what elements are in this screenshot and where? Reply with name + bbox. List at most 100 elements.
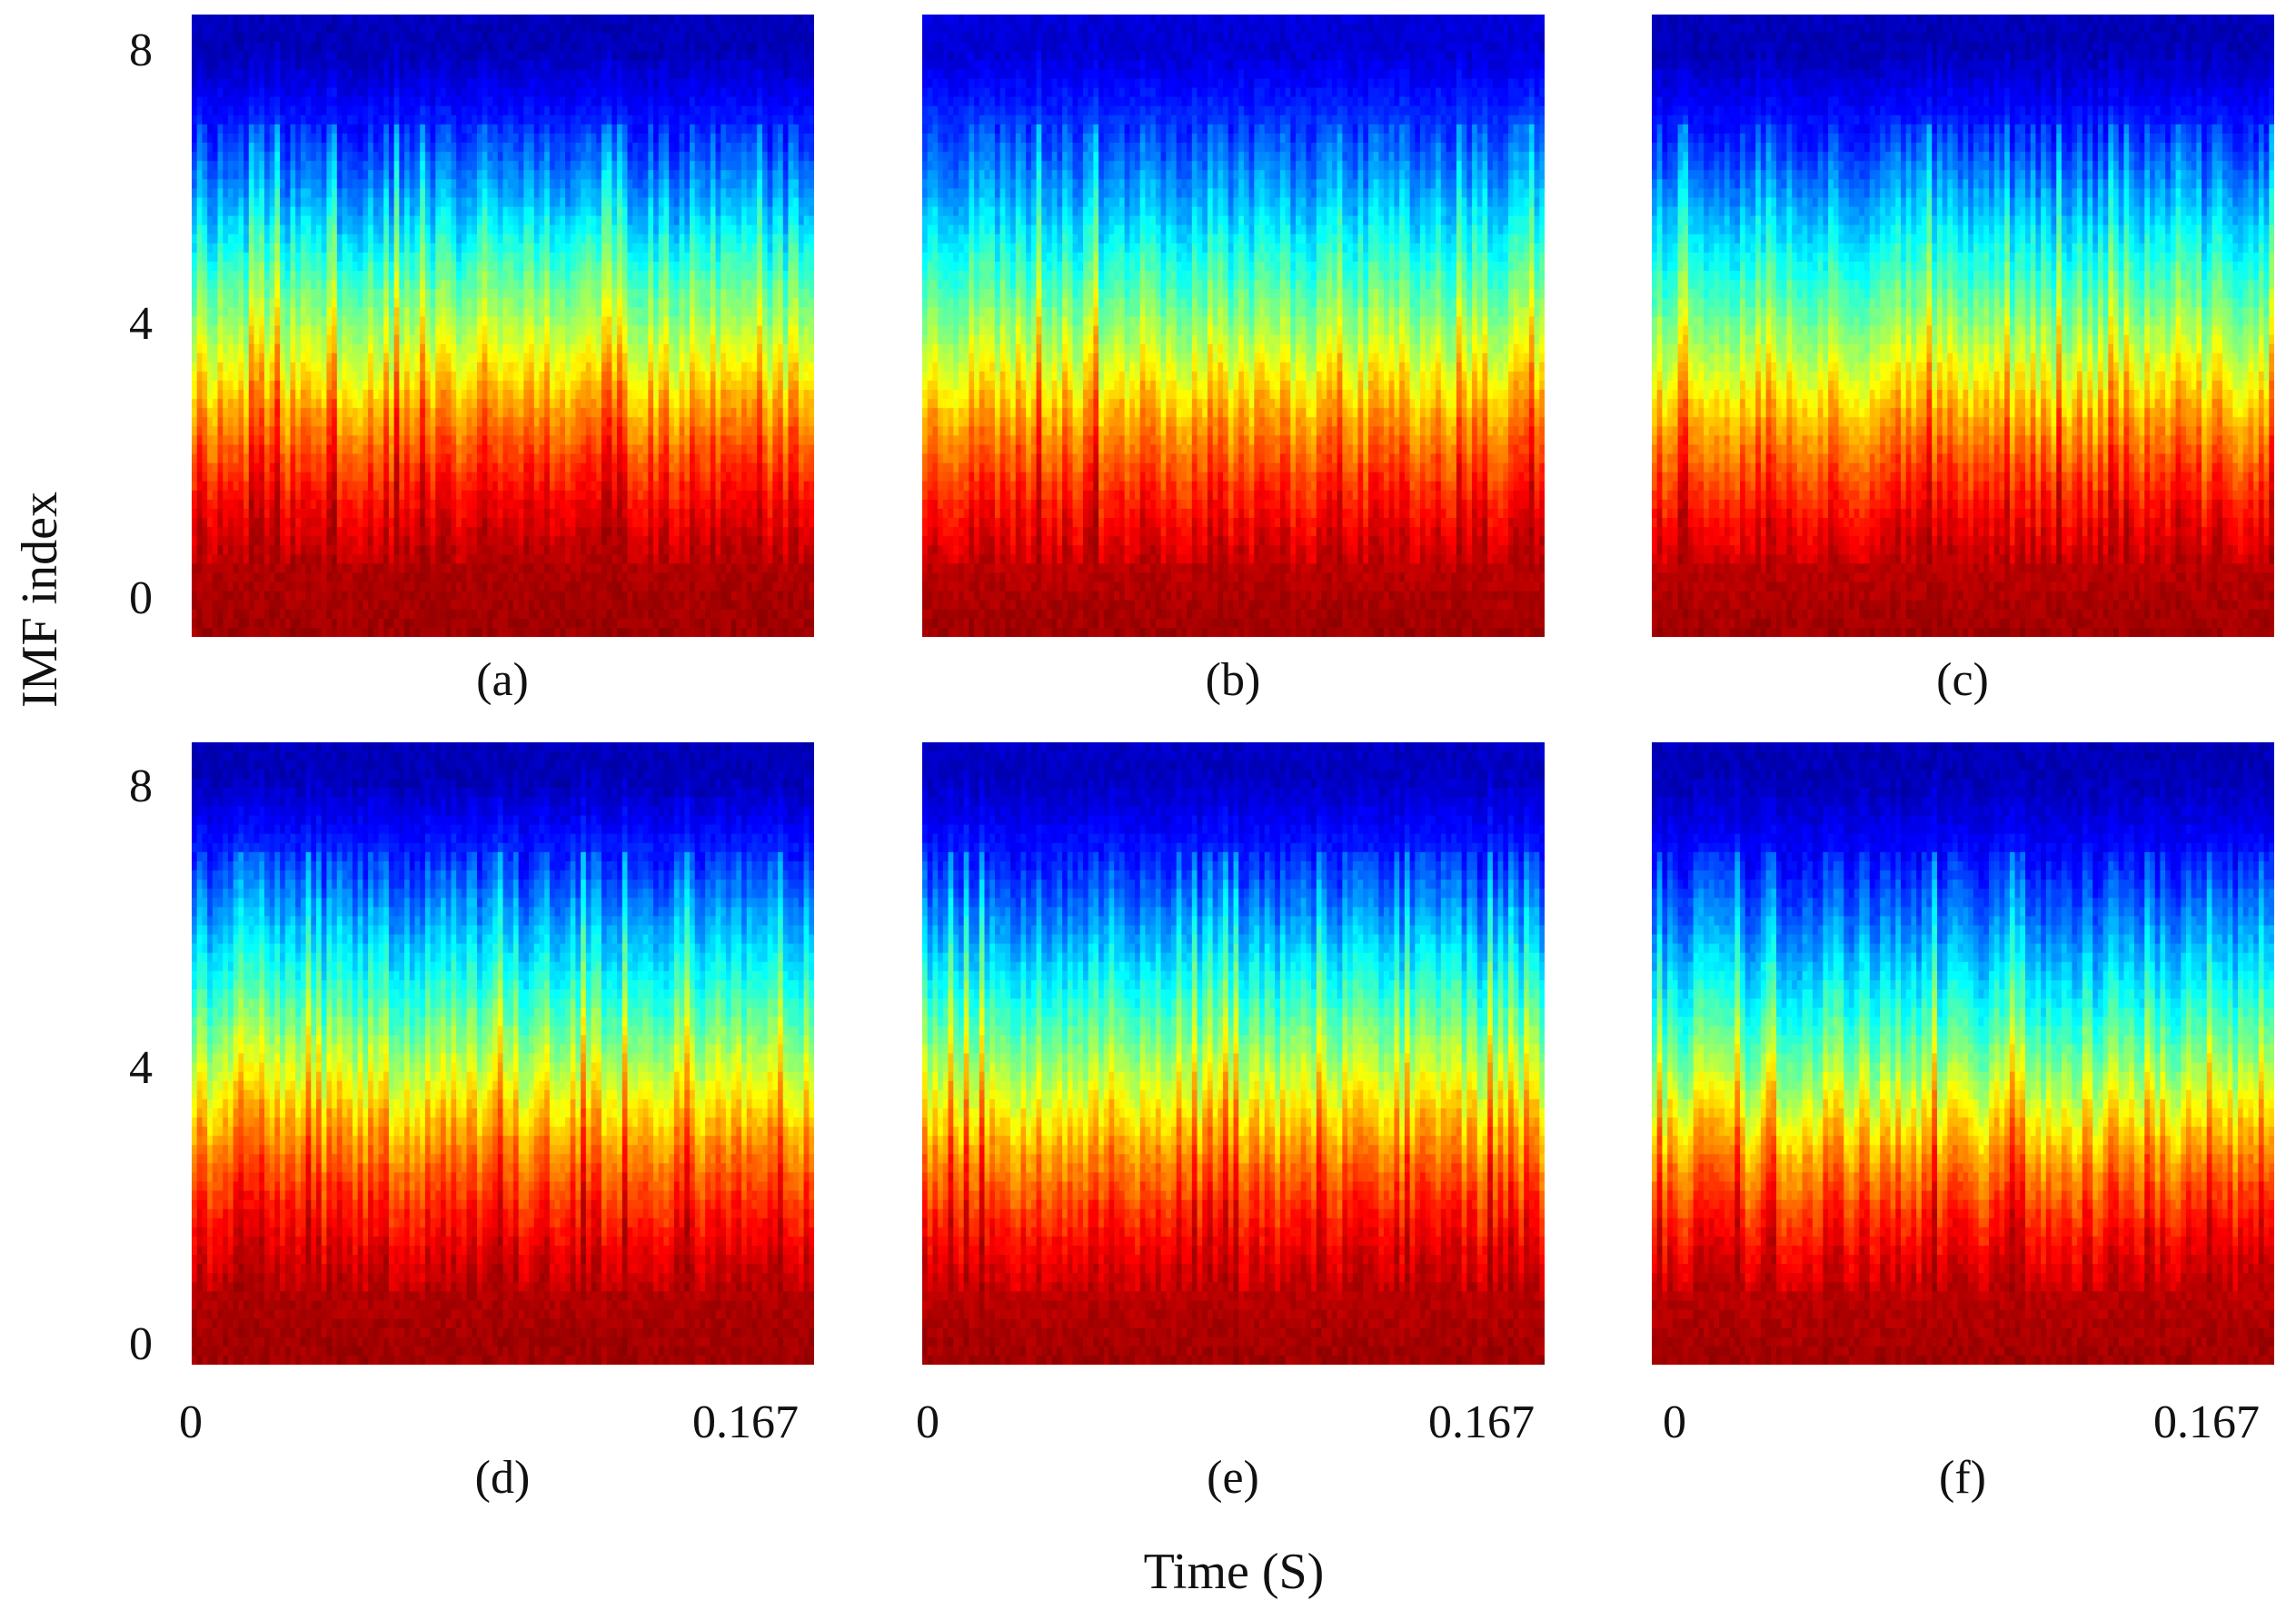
heatmap-cell [710,353,717,363]
heatmap-cell [741,78,748,89]
heatmap-cell [420,33,426,43]
heatmap-cell [736,69,742,80]
heatmap-cell [721,215,727,226]
heatmap-cell [767,334,773,345]
heatmap-cell [420,243,426,253]
heatmap-cell [627,96,633,107]
heatmap-cell [223,353,229,363]
heatmap-cell [300,353,307,363]
heatmap-cell [539,161,545,171]
heatmap-cell [347,243,353,253]
heatmap-cell [332,69,338,80]
heatmap-cell [238,353,244,363]
heatmap-cell [311,133,317,144]
heatmap-cell [300,133,307,144]
heatmap-cell [263,298,271,308]
heatmap-cell [388,234,395,244]
heatmap-cell [627,271,633,281]
heatmap-cell [336,298,343,308]
heatmap-cell [715,261,721,272]
heatmap-cell [295,261,302,272]
heatmap-cell [523,15,530,25]
heatmap-cell [259,152,265,162]
heatmap-cell [492,206,499,217]
heatmap-cell [621,298,629,308]
heatmap-cell [274,170,281,180]
heatmap-cell [192,87,198,98]
heatmap-cell [679,105,685,116]
heatmap-cell [363,234,369,244]
heatmap-cell [746,371,753,382]
heatmap-cell [456,371,462,382]
heatmap-cell [803,353,810,363]
heatmap-cell [311,243,317,253]
heatmap-cell [212,252,219,263]
heatmap-cell [456,87,462,98]
heatmap-cell [596,124,602,134]
heatmap-cell [637,280,644,290]
heatmap-cell [321,390,328,400]
heatmap-cell [669,280,675,290]
heatmap-cell [311,69,317,80]
heatmap-cell [611,69,618,80]
heatmap-cell [192,316,198,327]
heatmap-cell [575,289,581,299]
heatmap-cell [601,69,608,80]
heatmap-cell [673,161,681,171]
heatmap-cell [627,133,633,144]
heatmap-cell [441,96,447,107]
heatmap-cell [311,143,317,153]
heatmap-cell [772,197,779,208]
heatmap-cell [529,87,535,98]
heatmap-cell [798,78,805,89]
heatmap-cell [217,353,224,363]
heatmap-cell [694,152,701,162]
heatmap-cell [798,289,805,299]
heatmap-cell [472,87,478,98]
heatmap-cell [508,215,514,226]
heatmap-cell [445,371,452,382]
heatmap-cell [202,133,208,144]
heatmap-cell [295,234,302,244]
heatmap-cell [725,179,732,189]
heatmap-cell [342,33,348,43]
heatmap-cell [212,188,219,199]
heatmap-cell [761,33,769,43]
heatmap-cell [311,280,317,290]
heatmap-cell [736,206,742,217]
heatmap-cell [409,261,416,272]
heatmap-cell [393,252,400,263]
heatmap-cell [466,78,472,89]
heatmap-cell [492,362,499,373]
heatmap-cell [715,206,721,217]
heatmap-cell [591,179,597,189]
heatmap-cell [342,143,348,153]
heatmap-cell [404,298,411,308]
heatmap-cell [560,289,566,299]
heatmap-cell [311,170,317,180]
heatmap-cell [332,105,338,116]
heatmap-cell [326,325,333,336]
heatmap-cell [253,15,260,25]
heatmap-cell [207,96,214,107]
heatmap-cell [601,114,608,125]
heatmap-cell [492,215,499,226]
heatmap-cell [596,78,602,89]
heatmap-cell [690,33,696,43]
heatmap-cell [233,24,239,34]
heatmap-cell [441,87,447,98]
heatmap-cell [445,215,452,226]
heatmap-cell [492,224,499,235]
heatmap-cell [570,60,577,71]
heatmap-cell [601,188,608,199]
heatmap-cell [295,252,302,263]
heatmap-cell [274,316,281,327]
heatmap-cell [420,371,426,382]
heatmap-cell [544,15,551,25]
heatmap-cell [690,96,696,107]
heatmap-cell [575,124,581,134]
heatmap-cell [497,343,504,354]
heatmap-cell [673,133,681,144]
heatmap-cell [253,224,260,235]
heatmap-cell [321,33,328,43]
